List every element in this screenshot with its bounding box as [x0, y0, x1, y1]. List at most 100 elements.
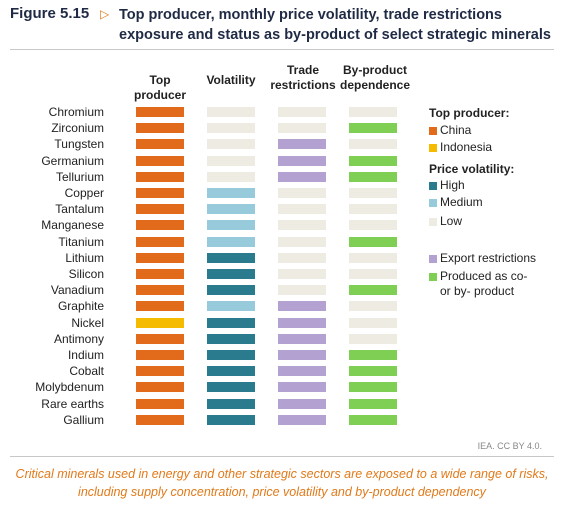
legend-label-byproduct-line1: Produced as co- — [440, 269, 528, 283]
row-label-nickel: Nickel — [71, 315, 104, 330]
cell-volatility-molybdenum — [207, 382, 255, 393]
caption-divider — [10, 456, 554, 457]
title-divider — [10, 49, 554, 50]
figure-number: Figure 5.15 — [10, 5, 90, 22]
row-label-indium: Indium — [67, 348, 104, 362]
column-header-volatility: Volatility — [206, 73, 256, 87]
row-label-titanium: Titanium — [58, 234, 104, 249]
cell-volatility-tellurium — [207, 171, 255, 182]
row-label-vanadium: Vanadium — [50, 283, 104, 298]
legend-label-byproduct-line2: or by- product — [440, 284, 515, 298]
cell-byproduct-tellurium — [349, 171, 397, 182]
cell-byproduct-gallium — [349, 414, 397, 425]
legend-swatch-medium — [429, 199, 437, 207]
row-label-tellurium: Tellurium — [55, 169, 104, 184]
row-label-copper: Copper — [64, 186, 104, 200]
cell-top-producer-manganese — [136, 220, 184, 231]
legend-title-volatility: Price volatility: — [429, 162, 515, 176]
cell-trade-lithium — [278, 252, 326, 263]
cell-trade-silicon — [278, 269, 326, 279]
cell-byproduct-copper — [349, 188, 397, 198]
cell-volatility-tungsten — [207, 139, 255, 150]
cell-volatility-zirconium — [207, 123, 255, 134]
cell-trade-titanium — [278, 236, 326, 247]
legend-swatch-low — [429, 218, 437, 226]
cell-byproduct-indium — [349, 350, 397, 360]
cell-volatility-titanium — [207, 236, 255, 247]
legend-label-medium: Medium — [440, 195, 483, 209]
row-label-gallium: Gallium — [63, 412, 104, 427]
column-header-top-producer-line2: producer — [133, 88, 186, 102]
cell-top-producer-molybdenum — [136, 382, 184, 393]
cell-top-producer-gallium — [136, 414, 184, 425]
cell-volatility-gallium — [207, 414, 255, 425]
cell-top-producer-tellurium — [136, 171, 184, 182]
cell-top-producer-chromium — [136, 107, 184, 117]
cell-top-producer-nickel — [136, 317, 184, 328]
column-header-top-producer-line1: Top — [149, 73, 171, 87]
legend-label-export: Export restrictions — [440, 251, 537, 265]
cell-volatility-cobalt — [207, 366, 255, 377]
legend-swatch-high — [429, 182, 437, 190]
cell-volatility-rare-earths — [207, 398, 255, 409]
row-label-manganese: Manganese — [41, 218, 104, 233]
column-header-byproduct-line1: By-product — [343, 63, 407, 77]
cell-volatility-antimony — [207, 333, 255, 344]
cell-top-producer-tungsten — [136, 139, 184, 150]
cell-byproduct-graphite — [349, 301, 397, 312]
column-header-byproduct-line2: dependence — [339, 78, 411, 92]
cell-trade-chromium — [278, 107, 326, 117]
cell-byproduct-germanium — [349, 155, 397, 166]
cell-byproduct-manganese — [349, 220, 397, 231]
cell-top-producer-zirconium — [136, 123, 184, 134]
cell-byproduct-titanium — [349, 236, 397, 247]
cell-byproduct-nickel — [349, 317, 397, 328]
cell-trade-germanium — [278, 155, 326, 166]
row-label-graphite: Graphite — [57, 299, 104, 314]
legend-swatch-export — [429, 255, 437, 263]
cell-top-producer-titanium — [136, 236, 184, 247]
cell-trade-tungsten — [278, 139, 326, 150]
cell-byproduct-lithium — [349, 252, 397, 263]
row-label-antimony: Antimony — [53, 331, 104, 346]
cell-top-producer-lithium — [136, 252, 184, 263]
legend-swatch-china — [429, 127, 437, 135]
cell-trade-manganese — [278, 220, 326, 231]
legend-label-china: China — [440, 123, 472, 137]
row-label-tantalum: Tantalum — [55, 202, 104, 217]
cell-volatility-germanium — [207, 155, 255, 166]
cell-top-producer-vanadium — [136, 285, 184, 296]
cell-trade-rare-earths — [278, 398, 326, 409]
cell-top-producer-indium — [136, 350, 184, 360]
cell-top-producer-rare-earths — [136, 398, 184, 409]
column-header-trade-restrictions: Trade restrictions — [265, 63, 341, 93]
cell-byproduct-molybdenum — [349, 382, 397, 393]
cell-top-producer-copper — [136, 188, 184, 198]
cell-volatility-indium — [207, 350, 255, 360]
column-header-byproduct: By-product dependence — [338, 63, 412, 93]
row-label-germanium: Germanium — [41, 153, 104, 168]
legend-title-top-producer: Top producer: — [429, 106, 510, 120]
cell-trade-copper — [278, 188, 326, 198]
cell-byproduct-tungsten — [349, 139, 397, 150]
cell-trade-tellurium — [278, 171, 326, 182]
cell-byproduct-tantalum — [349, 204, 397, 215]
cell-top-producer-graphite — [136, 301, 184, 312]
cell-trade-indium — [278, 350, 326, 360]
figure-caption: Critical minerals used in energy and oth… — [15, 467, 549, 499]
source-credit: IEA. CC BY 4.0. — [477, 441, 542, 451]
cell-byproduct-antimony — [349, 333, 397, 344]
figure-arrow-icon: ▷ — [100, 7, 110, 21]
cell-byproduct-zirconium — [349, 123, 397, 134]
cell-volatility-copper — [207, 188, 255, 198]
cell-top-producer-tantalum — [136, 204, 184, 215]
cell-byproduct-chromium — [349, 107, 397, 117]
cell-byproduct-vanadium — [349, 285, 397, 296]
row-label-silicon: Silicon — [68, 267, 104, 281]
cell-trade-tantalum — [278, 204, 326, 215]
cell-trade-vanadium — [278, 285, 326, 296]
cell-top-producer-silicon — [136, 269, 184, 279]
cell-trade-graphite — [278, 301, 326, 312]
figure-title: Top producer, monthly price volatility, … — [119, 7, 551, 43]
legend-label-high: High — [440, 178, 465, 192]
